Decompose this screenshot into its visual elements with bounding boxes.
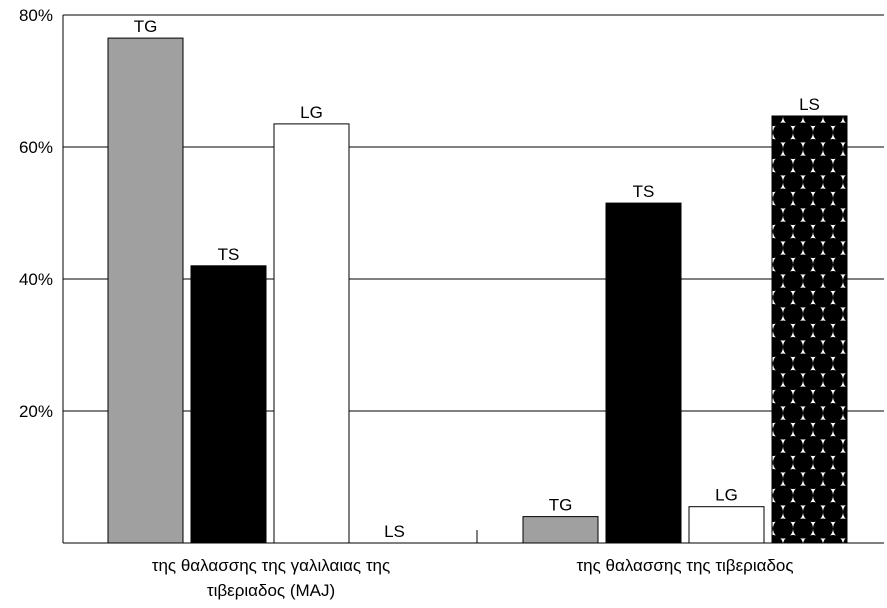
bar-lg	[688, 506, 765, 544]
y-tick-label: 40%	[19, 270, 53, 289]
category-label: τιβεριαδος (MAJ)	[207, 581, 335, 600]
bar-ts	[190, 265, 267, 544]
y-tick-label: 80%	[19, 6, 53, 25]
grid-lines	[63, 14, 884, 412]
bar-label: LS	[384, 522, 405, 541]
bar-label: LG	[715, 486, 738, 505]
bar-label: TS	[218, 245, 240, 264]
bar-label: TS	[633, 182, 655, 201]
category-label: της θαλασσης της γαλιλαιας της	[152, 556, 390, 575]
bar-tg	[107, 37, 184, 544]
bars	[107, 37, 848, 544]
bar-ts	[605, 202, 682, 544]
bar-lg	[273, 123, 350, 544]
labels: 20% 40% 60% 80% TG TS LG LS της θαλασσης της γαλ…	[19, 6, 820, 600]
bar-ls	[771, 115, 848, 544]
bar-label: LG	[300, 103, 323, 122]
bar-tg	[522, 516, 599, 544]
bar-label: TG	[134, 17, 158, 36]
bar-label: LS	[799, 95, 820, 114]
y-tick-label: 60%	[19, 138, 53, 157]
bar-label: TG	[549, 496, 573, 515]
y-tick-label: 20%	[19, 402, 53, 421]
category-label: της θαλασσης της τιβεριαδος	[576, 556, 793, 575]
